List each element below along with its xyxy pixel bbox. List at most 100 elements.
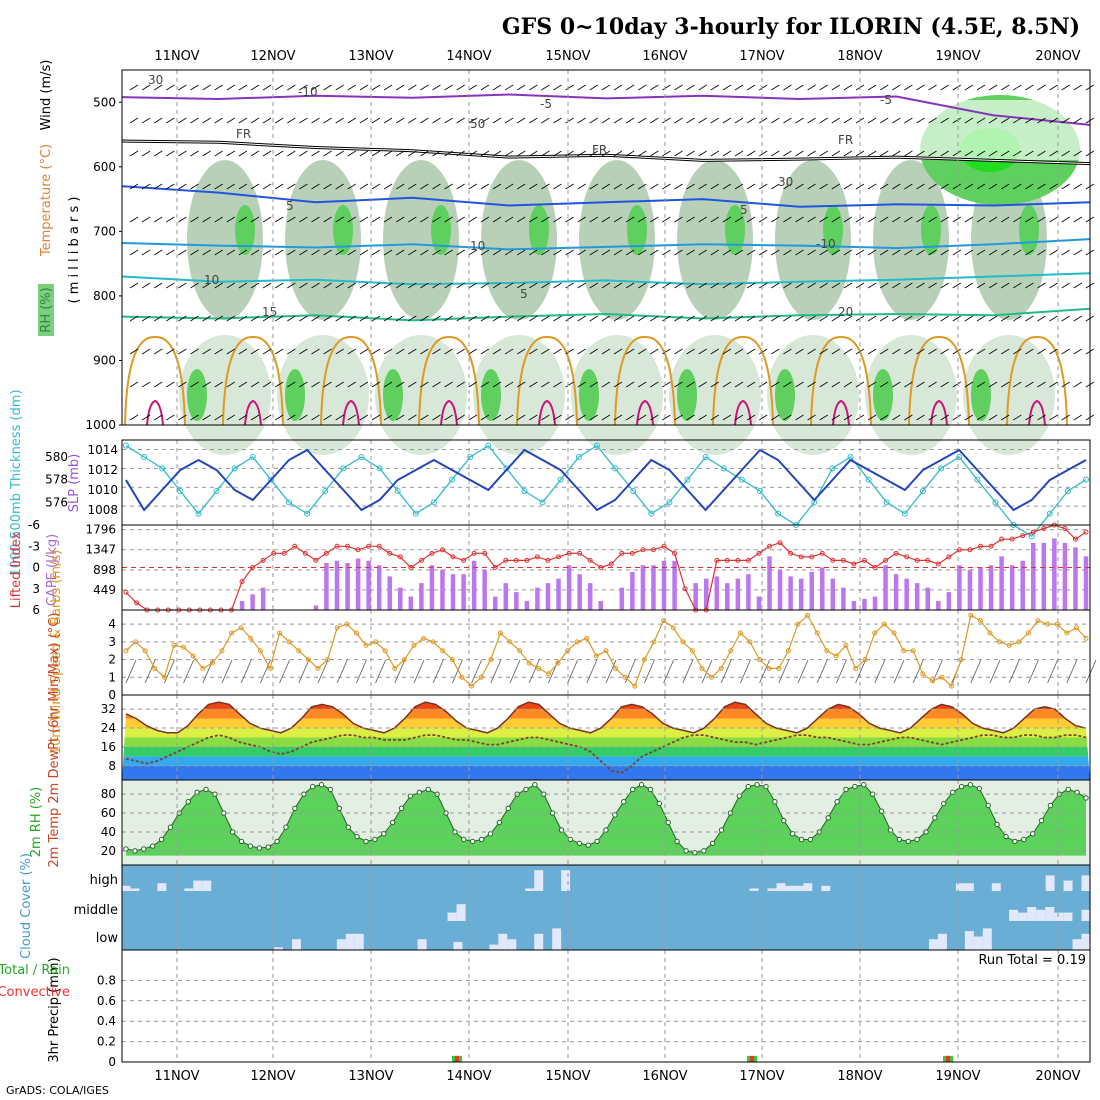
wind-barb (625, 150, 635, 157)
cloud-bar (561, 870, 571, 891)
wind10-barb (1066, 659, 1078, 684)
wind-barb (408, 216, 417, 223)
wind-barb (190, 84, 199, 91)
wind-barb (976, 315, 986, 322)
wind-barb (940, 282, 949, 289)
rh-point (994, 821, 1000, 828)
wind-barb (819, 84, 828, 91)
cloud-bar (955, 883, 965, 891)
thickness-point (901, 510, 908, 517)
rh-point (585, 842, 591, 848)
bottom-date-axis: 11NOV 12NOV 13NOV 14NOV 15NOV 16NOV 17NOV 18NOV… (154, 1069, 1080, 1084)
wind-barb (807, 117, 816, 124)
wind10-barb (221, 659, 233, 684)
wind-barb (1061, 348, 1070, 355)
wind-barb (722, 84, 732, 91)
wind-barb (226, 282, 236, 289)
wind-barb (311, 414, 320, 421)
rh-point (745, 783, 751, 790)
wind-barb (565, 183, 574, 190)
wind-barb (988, 249, 998, 256)
wind-barb (529, 249, 538, 256)
wind-barb (565, 150, 574, 157)
wind-barb (686, 381, 695, 388)
wind-barb (867, 282, 877, 289)
wind-barb (601, 216, 611, 223)
wind-barb (214, 150, 223, 157)
isotherm-line (1028, 399, 1046, 426)
wind-barb (395, 117, 405, 124)
li-axis-label: Lifted Index (9, 531, 24, 608)
wind-barb (843, 282, 853, 289)
rh-point (185, 799, 191, 805)
wind-barb (928, 282, 937, 289)
wind-barb (238, 249, 248, 256)
rh-point (825, 815, 831, 821)
wind-barb (347, 381, 357, 388)
wind-barb (214, 84, 223, 91)
wind-barb (589, 282, 599, 289)
wind-barb (879, 183, 889, 190)
temp-tick-label: 24 (101, 721, 116, 735)
wind10-point (430, 639, 436, 645)
contour-label: 5 (740, 203, 748, 217)
wind-barb (879, 381, 889, 388)
li-point (1030, 529, 1036, 535)
wind-barb (698, 381, 707, 388)
wind-barb (1025, 414, 1034, 421)
wind-barb (928, 348, 937, 355)
wind10-point (613, 665, 619, 671)
wind-barb (456, 84, 465, 91)
wind-barb (129, 249, 139, 256)
wind-barb (710, 315, 720, 322)
wind-barb (855, 282, 865, 289)
wind-barb (226, 315, 236, 322)
wind-barb (371, 249, 381, 256)
wind-barb (202, 183, 211, 190)
rh-point (941, 800, 947, 807)
wind-barb (795, 150, 804, 157)
temp-band (122, 702, 1090, 710)
wind-barb (601, 84, 611, 91)
wind-barb (1013, 348, 1022, 355)
wind10-barb (855, 659, 866, 684)
wind-barb (359, 348, 369, 355)
wind-barb (1037, 183, 1046, 190)
wind-barb (262, 183, 272, 190)
temperature-label: Temperature (°C) (39, 144, 54, 257)
wind-barb (371, 117, 381, 124)
wind-barb (904, 381, 913, 388)
wind10-barb (471, 659, 482, 684)
rh-point (398, 805, 405, 812)
li-point (640, 547, 646, 553)
wind10-barb (912, 659, 924, 684)
thickness-line (125, 444, 1087, 538)
li-point (123, 589, 129, 595)
wind-barb (601, 117, 611, 124)
isotherm-line (222, 335, 284, 426)
wind-barb (879, 84, 889, 91)
rh-point (576, 840, 583, 846)
li-point (513, 557, 519, 563)
wind-barb (468, 282, 478, 289)
wind-barb (843, 381, 853, 388)
wind-barb (746, 249, 756, 256)
li-point (418, 557, 424, 563)
wind-barb (504, 150, 514, 157)
wind10-point (1083, 635, 1089, 641)
wind-barb (529, 348, 538, 355)
li-point (830, 557, 836, 563)
wind-barb (480, 381, 490, 388)
cape-bar (788, 576, 793, 610)
wind10-point (1054, 621, 1060, 627)
wind-barb (299, 381, 308, 388)
wind-barb (1000, 117, 1010, 124)
wind-barb (795, 348, 804, 355)
wind-barb (940, 216, 949, 223)
precip-tick-label: 0.6 (97, 994, 116, 1008)
wind-barb (359, 315, 369, 322)
wind-barb (722, 414, 732, 421)
wind-barb (214, 183, 223, 190)
wind-barb (892, 414, 901, 421)
